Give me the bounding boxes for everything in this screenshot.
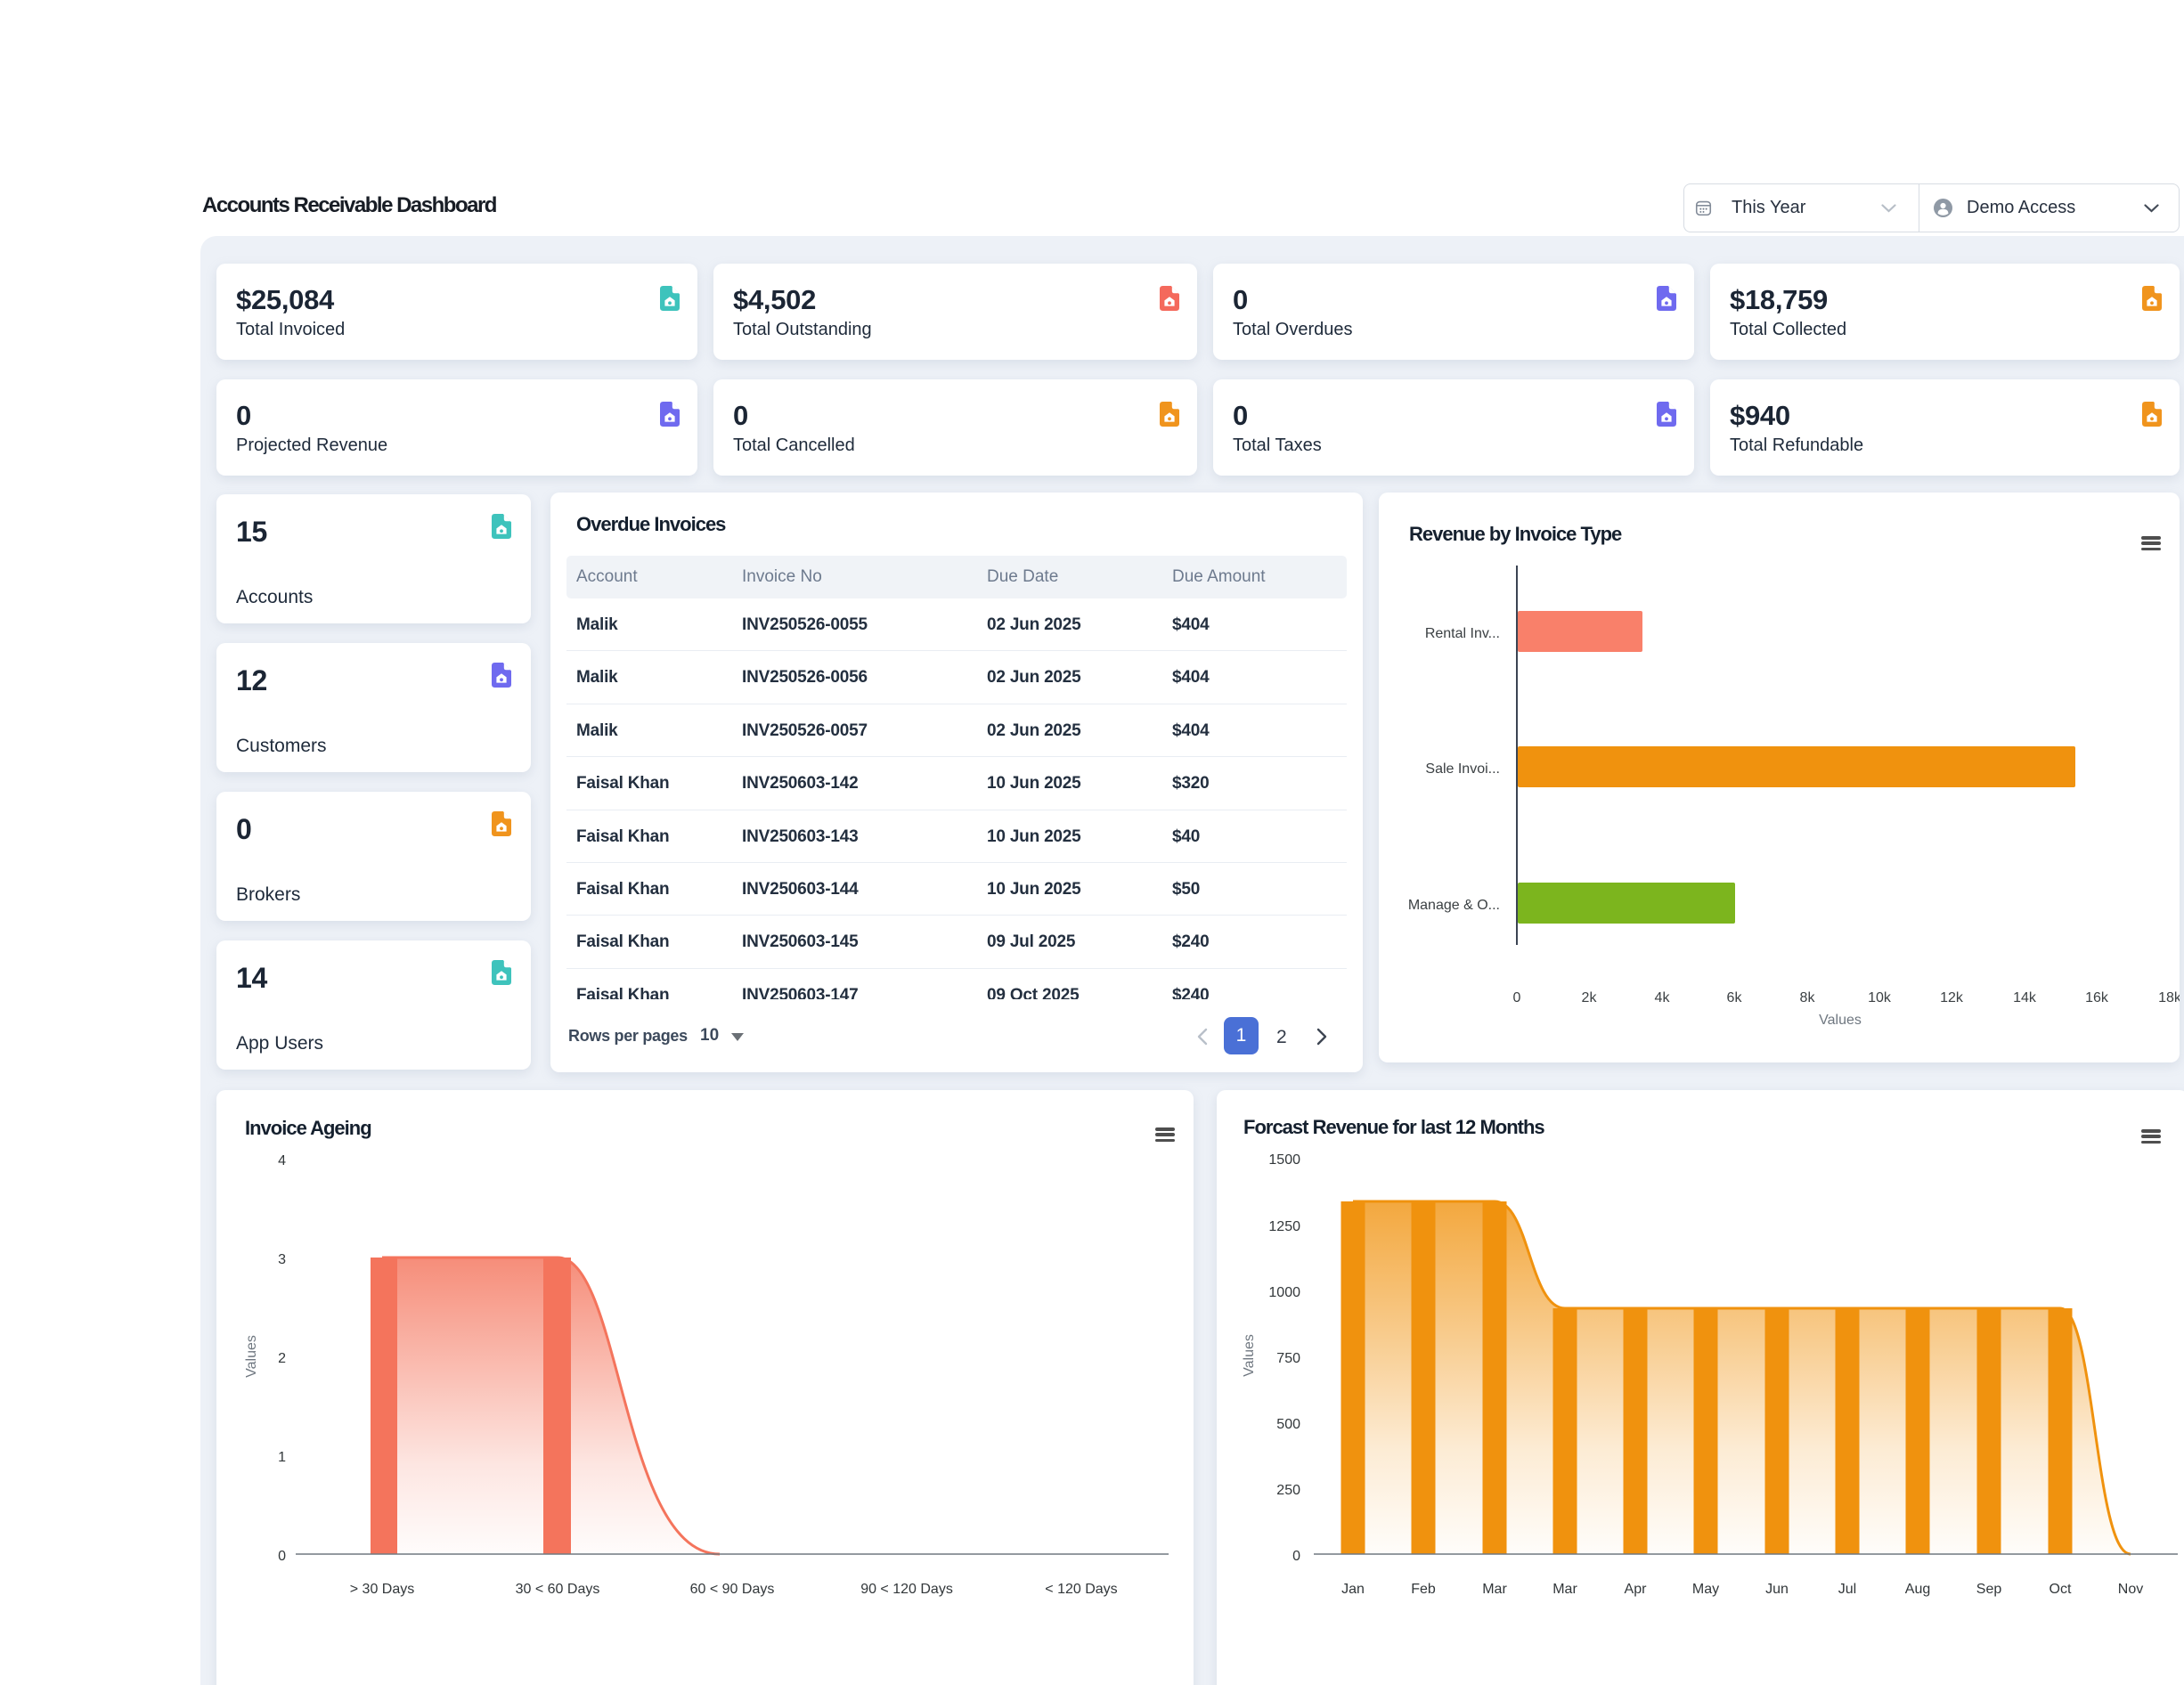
svg-text:1500: 1500 (1268, 1152, 1300, 1168)
svg-text:750: 750 (1276, 1351, 1300, 1366)
svg-text:0: 0 (1292, 1549, 1300, 1564)
svg-text:250: 250 (1276, 1483, 1300, 1498)
svg-text:14k: 14k (2013, 990, 2037, 1005)
svg-text:6k: 6k (1727, 990, 1743, 1005)
svg-text:Jan: Jan (1341, 1582, 1365, 1597)
svg-text:2: 2 (278, 1351, 286, 1366)
svg-text:1: 1 (278, 1450, 286, 1465)
svg-text:< 120 Days: < 120 Days (1045, 1582, 1117, 1597)
svg-text:Values: Values (244, 1335, 259, 1378)
svg-text:0: 0 (1513, 990, 1521, 1005)
svg-text:Nov: Nov (2118, 1582, 2143, 1597)
svg-text:Values: Values (1819, 1013, 1862, 1028)
svg-text:12k: 12k (1940, 990, 1964, 1005)
svg-text:18k: 18k (2158, 990, 2180, 1005)
svg-text:Oct: Oct (2050, 1582, 2072, 1597)
svg-text:1000: 1000 (1268, 1285, 1300, 1300)
svg-text:Aug: Aug (1905, 1582, 1930, 1597)
svg-text:Jul: Jul (1838, 1582, 1856, 1597)
svg-text:Jun: Jun (1765, 1582, 1789, 1597)
svg-text:90 < 120 Days: 90 < 120 Days (860, 1582, 953, 1597)
svg-text:Sep: Sep (1976, 1582, 2002, 1597)
svg-text:10k: 10k (1868, 990, 1892, 1005)
svg-text:Manage & O...: Manage & O... (1408, 898, 1500, 913)
svg-text:8k: 8k (1800, 990, 1816, 1005)
svg-text:May: May (1692, 1582, 1719, 1597)
svg-text:0: 0 (278, 1549, 286, 1564)
svg-text:500: 500 (1276, 1417, 1300, 1432)
svg-text:Feb: Feb (1411, 1582, 1436, 1597)
svg-text:Mar: Mar (1482, 1582, 1507, 1597)
svg-text:30 < 60 Days: 30 < 60 Days (516, 1582, 600, 1597)
svg-text:Values: Values (1242, 1334, 1257, 1377)
svg-text:1250: 1250 (1268, 1219, 1300, 1234)
svg-text:4k: 4k (1655, 990, 1671, 1005)
svg-text:60 < 90 Days: 60 < 90 Days (690, 1582, 775, 1597)
svg-text:Rental Inv...: Rental Inv... (1425, 626, 1500, 641)
svg-text:Mar: Mar (1552, 1582, 1577, 1597)
svg-text:4: 4 (278, 1153, 286, 1168)
svg-text:3: 3 (278, 1252, 286, 1267)
svg-text:Apr: Apr (1625, 1582, 1648, 1597)
svg-text:> 30 Days: > 30 Days (350, 1582, 414, 1597)
svg-text:2k: 2k (1582, 990, 1598, 1005)
svg-text:Sale Invoi...: Sale Invoi... (1425, 761, 1500, 777)
svg-text:16k: 16k (2085, 990, 2109, 1005)
